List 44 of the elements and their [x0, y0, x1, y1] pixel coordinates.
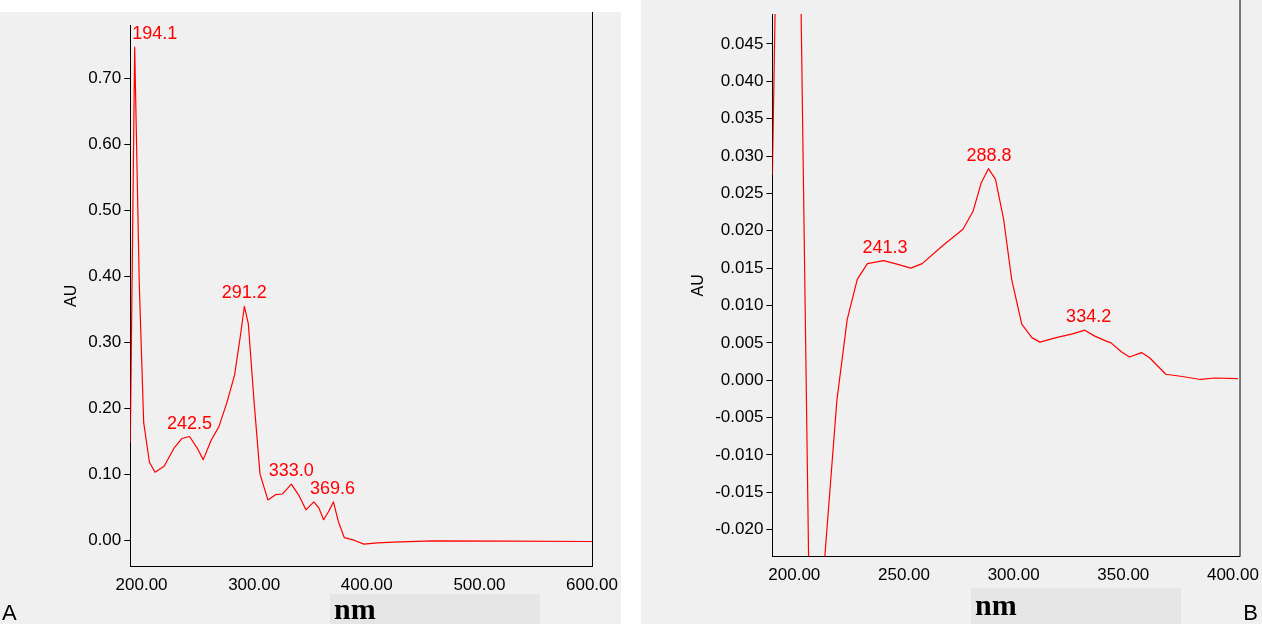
x-tick-label: 300.00	[228, 575, 281, 595]
y-tick-label: 0.70	[88, 67, 122, 87]
y-tick-label: 0.025	[720, 183, 764, 203]
annotation: 291.2	[221, 282, 267, 303]
y-tick-label: -0.010	[715, 444, 764, 464]
annotation: 194.1	[132, 22, 178, 43]
x-tick-label: 400.00	[340, 575, 393, 595]
y-tick-label: 0.030	[720, 145, 764, 165]
annotation: 288.8	[966, 144, 1012, 165]
x-tick-label: 400.00	[1206, 565, 1259, 585]
x-tick-label: 300.00	[987, 565, 1040, 585]
x-axis-title: nm	[971, 588, 1181, 624]
x-tick-label: 350.00	[1097, 565, 1150, 585]
y-tick-label: 0.000	[720, 369, 764, 389]
y-tick-label: -0.005	[715, 407, 764, 427]
x-tick-label: 600.00	[566, 575, 618, 595]
y-axis-title: AU	[62, 284, 80, 308]
x-axis-title: nm	[330, 592, 540, 624]
y-tick-label: 0.035	[720, 108, 764, 128]
y-tick-label: 0.20	[88, 397, 122, 417]
annotation: 241.3	[862, 236, 908, 257]
y-tick-label: 0.00	[88, 529, 122, 549]
y-tick-label: 0.60	[88, 133, 122, 153]
y-tick-label: -0.020	[715, 519, 764, 539]
y-tick-label: 0.30	[88, 331, 122, 351]
y-tick-label: -0.015	[715, 482, 764, 502]
y-tick-label: 0.005	[720, 332, 764, 352]
y-tick-label: 0.40	[88, 265, 122, 285]
y-tick-label: 0.015	[720, 257, 764, 277]
text: B	[1243, 600, 1258, 624]
x-tick-label: 200.00	[768, 565, 821, 585]
y-tick-label: 0.10	[88, 463, 122, 483]
y-tick-label: 0.045	[720, 33, 764, 53]
y-tick-label: 0.020	[720, 220, 764, 240]
y-axis-title: AU	[689, 274, 707, 297]
x-tick-label: 250.00	[877, 565, 930, 585]
y-tick-label: 0.50	[88, 199, 122, 219]
annotation: 334.2	[1066, 306, 1112, 327]
annotation: 242.5	[166, 412, 212, 433]
x-tick-label: 500.00	[453, 575, 506, 595]
text: A	[2, 600, 17, 624]
x-tick-label: 200.00	[115, 575, 168, 595]
y-tick-label: 0.040	[720, 70, 764, 90]
y-tick-label: 0.010	[720, 295, 764, 315]
